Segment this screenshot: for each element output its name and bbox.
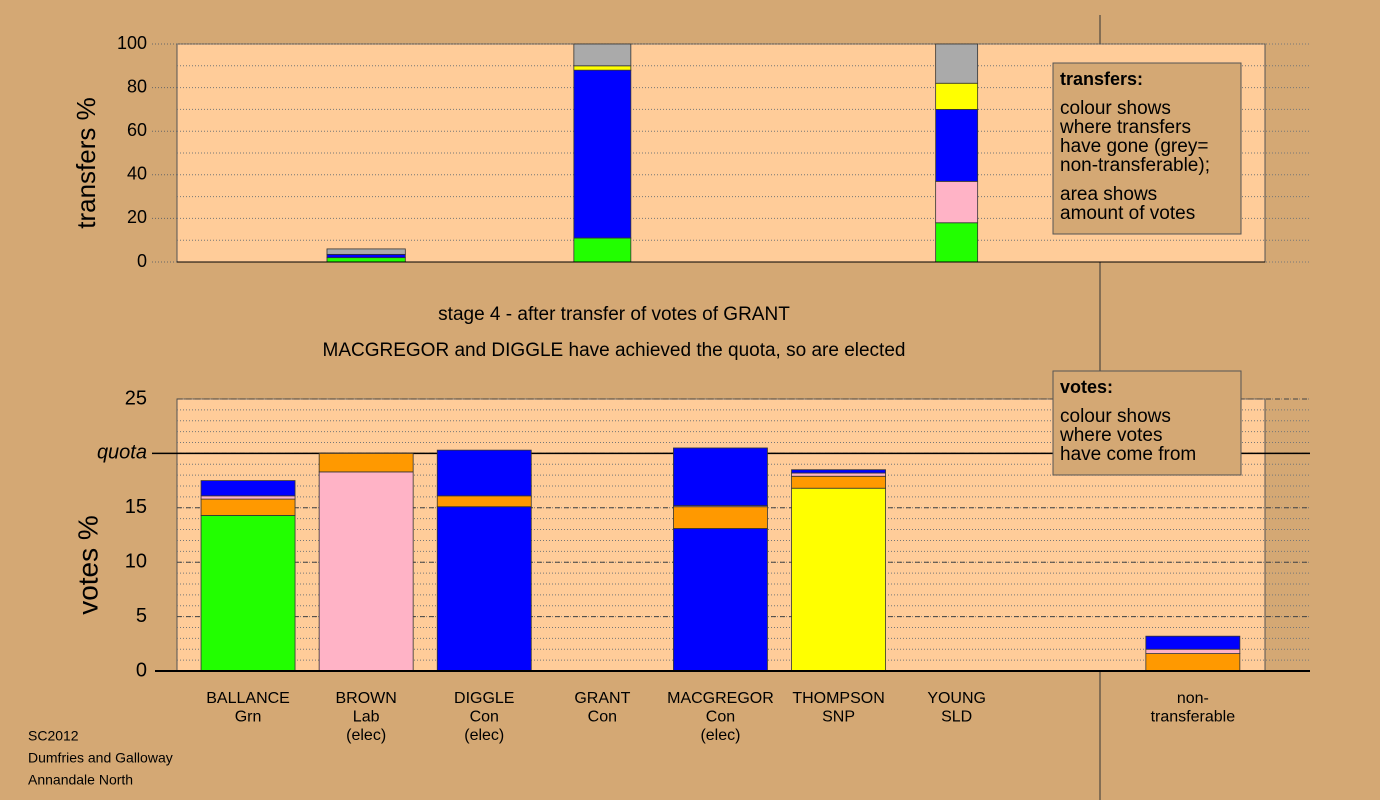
annotation-text: area shows xyxy=(1060,184,1157,205)
bar-segment xyxy=(573,237,632,263)
bar-segment xyxy=(436,495,532,508)
x-tick-label: DIGGLE xyxy=(454,690,514,707)
bar-segment xyxy=(791,472,886,477)
x-tick-label: (elec) xyxy=(346,727,386,744)
x-tick-label: MACGREGOR xyxy=(667,690,774,707)
x-tick-label: BROWN xyxy=(335,690,396,707)
x-tick-label: THOMPSON xyxy=(792,690,884,707)
bar-segment xyxy=(935,222,979,263)
bar-segment xyxy=(791,469,886,474)
x-tick-label: SNP xyxy=(822,709,855,726)
x-tick-label: Con xyxy=(470,709,499,726)
annotation-box xyxy=(1052,62,1242,235)
bar-segment xyxy=(318,471,414,672)
bar-segment xyxy=(673,506,768,529)
y-tick-label: 10 xyxy=(125,550,147,572)
annotation-text: where transfers xyxy=(1059,117,1191,138)
y-tick-label: 80 xyxy=(127,76,147,96)
bar-segment xyxy=(573,43,632,67)
bar-segment xyxy=(200,498,296,516)
bar-segment xyxy=(935,109,979,182)
bar-segment xyxy=(935,180,979,224)
y-tick-label: 15 xyxy=(125,496,147,518)
x-tick-label: BALLANCE xyxy=(206,690,290,707)
y-tick-label: 20 xyxy=(127,207,147,227)
bar-segment xyxy=(200,515,296,672)
x-tick-label: non- xyxy=(1177,690,1209,707)
footer-text: Annandale North xyxy=(28,772,133,788)
y-tick-label: 100 xyxy=(117,33,147,53)
annotation-text: have come from xyxy=(1060,444,1196,465)
bar-segment xyxy=(326,253,406,259)
y-axis-label: votes % xyxy=(72,515,103,615)
bar-segment xyxy=(436,506,532,672)
bar-segment xyxy=(791,487,886,672)
y-tick-label: 0 xyxy=(137,251,147,271)
x-tick-label: Lab xyxy=(353,709,380,726)
x-tick-label: GRANT xyxy=(574,690,630,707)
bar-segment xyxy=(673,528,768,672)
x-tick-label: Grn xyxy=(235,709,262,726)
annotation-text: where votes xyxy=(1059,425,1162,446)
bar-segment xyxy=(200,495,296,500)
x-tick-label: YOUNG xyxy=(927,690,986,707)
y-tick-label: 0 xyxy=(136,659,147,681)
annotation-title: transfers: xyxy=(1060,69,1143,89)
footer-text: Dumfries and Galloway xyxy=(28,750,173,766)
bar-segment xyxy=(1145,648,1241,654)
chart-subtitle: MACGREGOR and DIGGLE have achieved the q… xyxy=(323,340,906,361)
bar-segment xyxy=(791,475,886,489)
x-tick-label: Con xyxy=(706,709,735,726)
y-tick-label: 60 xyxy=(127,120,147,140)
annotation-title: votes: xyxy=(1060,377,1113,397)
y-tick-label: 5 xyxy=(136,605,147,627)
footer-text: SC2012 xyxy=(28,728,79,744)
annotation-text: colour shows xyxy=(1060,98,1171,119)
bar-segment xyxy=(573,69,632,239)
y-tick-label: 40 xyxy=(127,164,147,184)
bar-segment xyxy=(1145,635,1241,650)
x-tick-label: Con xyxy=(588,709,617,726)
annotation-text: non-transferable); xyxy=(1060,155,1210,176)
bar-segment xyxy=(1145,653,1241,672)
x-tick-label: (elec) xyxy=(464,727,504,744)
bar-segment xyxy=(935,43,979,84)
y-tick-label: quota xyxy=(97,442,147,464)
annotation-box xyxy=(1052,370,1242,476)
y-axis-label: transfers % xyxy=(71,97,101,229)
annotation-text: colour shows xyxy=(1060,406,1171,427)
bar-segment xyxy=(326,257,406,263)
bar-segment xyxy=(318,452,414,473)
annotation-text: amount of votes xyxy=(1060,203,1195,224)
annotation-text: have gone (grey= xyxy=(1060,136,1208,157)
bar-segment xyxy=(573,65,632,71)
chart-title: stage 4 - after transfer of votes of GRA… xyxy=(438,304,790,325)
x-tick-label: SLD xyxy=(941,709,972,726)
bar-segment xyxy=(673,447,768,507)
bar-segment xyxy=(935,82,979,110)
y-tick-label: 25 xyxy=(125,387,147,409)
x-tick-label: transferable xyxy=(1151,709,1236,726)
bar-segment xyxy=(200,480,296,497)
x-tick-label: (elec) xyxy=(700,727,740,744)
bar-segment xyxy=(326,248,406,255)
bar-segment xyxy=(436,449,532,497)
